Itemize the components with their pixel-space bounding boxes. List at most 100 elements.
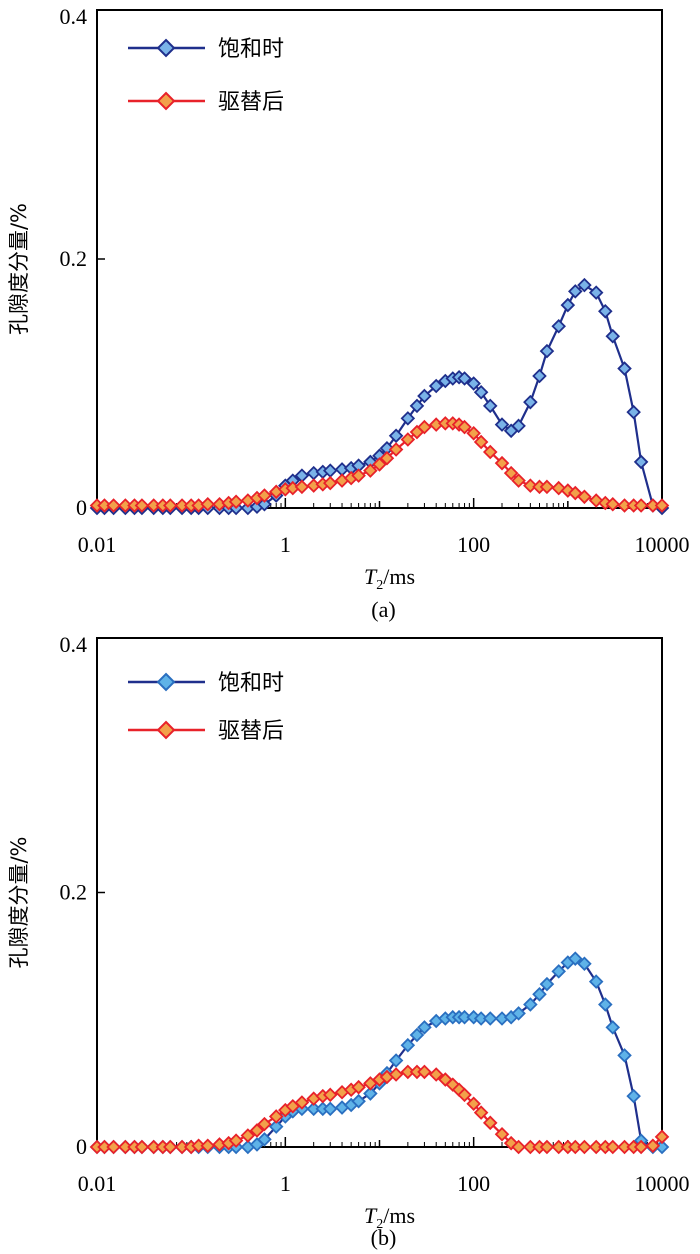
data-point — [466, 1096, 481, 1112]
x-axis-title: T2/ms — [364, 1203, 415, 1232]
data-point — [257, 1132, 272, 1147]
x-tick-label: 10000 — [635, 1171, 690, 1196]
data-point — [417, 1064, 432, 1080]
data-point — [568, 485, 583, 501]
series-line — [97, 957, 662, 1149]
x-axis-title-subscript: 2 — [376, 1217, 383, 1232]
y-tick-label: 0 — [76, 495, 87, 520]
data-point — [473, 384, 489, 400]
data-point — [200, 496, 216, 512]
data-point — [523, 997, 538, 1012]
x-tick-label: 1 — [280, 1171, 291, 1196]
data-point — [494, 417, 510, 432]
chart-panel-a: 0.01 1 100 10000 0 0.2 0.4 T2/ms (a) 孔隙度分量/% 饱和时驱替… — [7, 4, 690, 622]
y-axis-title: 孔隙度分量/% — [7, 203, 31, 335]
data-point — [363, 463, 378, 478]
data-point — [577, 489, 592, 505]
y-tick-label: 0 — [76, 1134, 87, 1159]
data-point — [428, 378, 444, 394]
data-point — [598, 997, 613, 1012]
data-point — [511, 1006, 526, 1021]
data-point — [605, 496, 621, 512]
legend-label: 饱和时 — [218, 37, 284, 62]
data-point — [400, 411, 416, 426]
data-point — [539, 976, 555, 992]
data-point — [532, 368, 547, 384]
data-point — [388, 1067, 404, 1082]
y-axis-title: 孔隙度分量/% — [7, 836, 31, 968]
plot-frame — [96, 637, 663, 1148]
data-point — [539, 479, 555, 495]
data-point — [511, 473, 526, 488]
data-point — [482, 1011, 498, 1026]
x-tick-label: 0.01 — [78, 1171, 117, 1196]
data-point — [322, 1087, 338, 1103]
data-point — [511, 1139, 526, 1155]
series-saturated — [89, 277, 670, 516]
x-axis-title-symbol: T — [364, 564, 378, 589]
data-point — [294, 479, 310, 495]
data-point — [294, 1095, 310, 1110]
data-point — [400, 1037, 416, 1053]
legend-marker — [156, 91, 176, 111]
y-tick-label: 0.2 — [60, 880, 88, 905]
data-point — [503, 465, 519, 481]
data-point — [379, 450, 395, 466]
data-point — [163, 1139, 178, 1155]
data-point — [322, 1101, 338, 1117]
legend-label: 驱替后 — [218, 90, 284, 115]
data-point — [551, 480, 566, 496]
data-point — [568, 951, 583, 966]
data-point — [417, 419, 432, 435]
data-point — [268, 1119, 284, 1134]
data-point — [605, 1139, 621, 1155]
data-point — [577, 956, 592, 972]
data-point — [372, 457, 387, 472]
data-point — [560, 297, 576, 313]
legend-label: 驱替后 — [218, 719, 284, 744]
data-point — [577, 1139, 592, 1155]
legend-entry: 饱和时 — [128, 37, 284, 62]
legend-marker — [156, 672, 176, 692]
data-point — [388, 1053, 404, 1068]
y-tick-label: 0.4 — [60, 632, 88, 657]
data-point — [633, 1139, 649, 1155]
data-point — [473, 1105, 489, 1120]
x-axis-title-unit: /ms — [383, 564, 415, 589]
x-axis-title-unit: /ms — [383, 1203, 415, 1228]
data-point — [617, 1048, 632, 1063]
data-point — [428, 1067, 444, 1082]
data-point — [228, 494, 244, 510]
data-point — [654, 1129, 670, 1145]
x-tick-label: 1 — [280, 532, 291, 557]
data-point — [523, 394, 538, 410]
data-point — [482, 1115, 498, 1131]
data-point — [588, 974, 604, 989]
data-point — [551, 964, 566, 979]
data-point — [605, 328, 621, 344]
data-point — [532, 987, 547, 1002]
data-point — [551, 318, 566, 334]
data-point — [409, 398, 425, 414]
data-point — [457, 371, 472, 386]
x-axis-title-subscript: 2 — [376, 578, 383, 593]
data-point — [494, 1127, 510, 1142]
data-point — [633, 498, 649, 513]
data-point — [438, 1072, 453, 1087]
x-tick-label: 100 — [457, 532, 490, 557]
data-point — [409, 1027, 425, 1043]
series-displaced — [89, 1064, 670, 1155]
data-point — [106, 498, 121, 513]
data-point — [654, 498, 670, 513]
legend-marker — [156, 38, 176, 58]
data-point — [568, 284, 583, 299]
data-point — [351, 1079, 366, 1095]
data-point — [523, 478, 538, 493]
data-point — [134, 1139, 150, 1155]
data-point — [200, 1138, 216, 1154]
data-point — [351, 468, 366, 483]
y-tick-label: 0.2 — [60, 246, 88, 271]
data-point — [257, 488, 272, 503]
data-point — [466, 426, 481, 441]
x-tick-label: 0.01 — [78, 532, 117, 557]
